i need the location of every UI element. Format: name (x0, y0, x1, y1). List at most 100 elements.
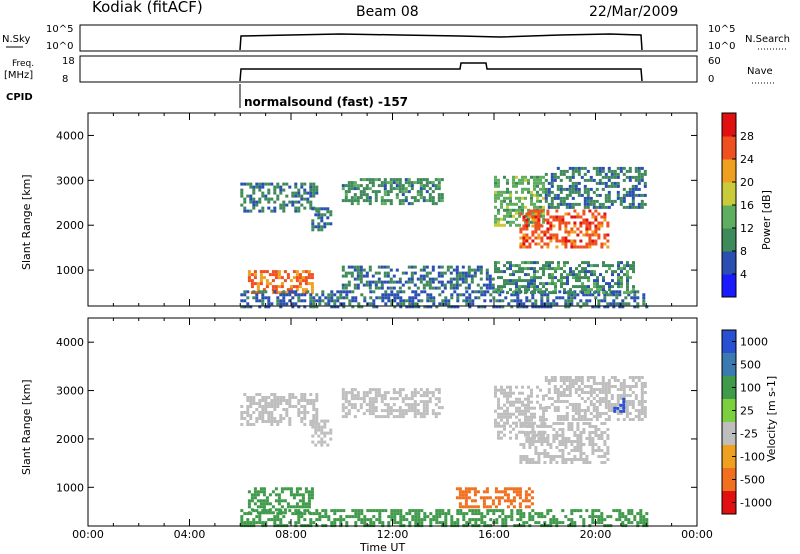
range-cell (588, 245, 592, 249)
range-cell (497, 388, 500, 392)
range-cell (471, 518, 475, 522)
range-cell (506, 178, 509, 182)
range-cell (309, 203, 313, 207)
range-cell (273, 191, 277, 195)
range-cell (449, 277, 453, 281)
range-cell (570, 239, 574, 243)
range-cell (437, 265, 441, 269)
range-cell (407, 280, 411, 284)
range-cell (458, 496, 462, 500)
range-cell (500, 202, 503, 206)
range-cell (285, 293, 289, 297)
range-cell (375, 509, 379, 513)
range-cell (631, 406, 635, 409)
range-cell (584, 261, 587, 265)
range-cell (249, 209, 253, 213)
range-cell (485, 496, 489, 500)
range-cell (581, 267, 584, 271)
range-cell (615, 509, 619, 513)
range-cell (282, 209, 286, 213)
range-cell (560, 267, 563, 271)
range-cell (536, 178, 539, 182)
range-cell (528, 209, 532, 213)
range-cell (243, 293, 247, 297)
range-cell (592, 397, 596, 400)
range-cell (492, 296, 496, 300)
range-cell (522, 233, 526, 237)
range-cell (571, 166, 575, 170)
range-cell (560, 282, 563, 286)
range-cell (570, 296, 574, 300)
range-cell (546, 242, 550, 246)
range-cell (458, 493, 462, 497)
range-cell (570, 227, 574, 231)
range-cell (551, 261, 554, 265)
range-cell (614, 282, 617, 286)
range-cell (617, 282, 620, 286)
range-cell (422, 265, 426, 269)
range-cell (552, 299, 556, 303)
range-cell (350, 388, 354, 392)
range-cell (577, 409, 581, 412)
range-cell (414, 296, 418, 300)
range-cell (637, 376, 641, 379)
range-cell (633, 299, 637, 303)
range-cell (261, 414, 265, 417)
range-cell (521, 424, 524, 428)
range-cell (632, 264, 635, 268)
range-cell (389, 412, 393, 416)
range-cell (519, 458, 523, 461)
range-cell (365, 391, 369, 395)
range-cell (542, 196, 545, 200)
range-cell (512, 181, 515, 185)
range-cell (395, 181, 399, 185)
range-cell (524, 490, 528, 494)
range-cell (277, 273, 281, 277)
range-cell (348, 290, 352, 294)
range-cell (249, 305, 253, 309)
range-cell (419, 268, 423, 272)
range-cell (482, 496, 486, 500)
range-cell (380, 283, 384, 287)
range-cell (500, 391, 503, 395)
range-cell (518, 397, 521, 401)
range-cell (622, 193, 626, 197)
range-cell (593, 270, 596, 274)
range-cell (252, 206, 256, 210)
range-cell (530, 388, 533, 392)
range-cell (544, 418, 548, 421)
range-cell (434, 397, 438, 401)
range-cell (250, 282, 254, 286)
range-cell (512, 412, 515, 416)
range-cell (456, 518, 460, 522)
range-cell (351, 299, 355, 303)
range-cell (429, 305, 433, 309)
range-cell (387, 521, 391, 525)
range-cell (371, 412, 375, 416)
range-cell (341, 415, 345, 419)
range-cell (467, 283, 471, 287)
range-cell (438, 293, 442, 297)
range-cell (518, 406, 521, 410)
range-cell (270, 393, 274, 396)
range-cell (530, 496, 534, 500)
range-cell (594, 428, 598, 431)
range-cell (534, 512, 538, 516)
range-cell (368, 400, 372, 404)
range-cell (383, 190, 387, 194)
range-cell (408, 512, 412, 516)
range-cell (344, 406, 348, 410)
range-cell (431, 196, 435, 200)
range-cell (426, 293, 430, 297)
range-cell (416, 403, 420, 407)
range-cell (243, 521, 247, 525)
range-cell (483, 299, 487, 303)
range-cell (408, 299, 412, 303)
range-cell (521, 211, 524, 215)
range-cell (312, 305, 316, 309)
range-cell (255, 515, 259, 519)
range-cell (458, 487, 462, 491)
range-cell (625, 394, 629, 397)
colorbar-tick-label: 16 (740, 199, 754, 212)
range-cell (312, 296, 316, 300)
